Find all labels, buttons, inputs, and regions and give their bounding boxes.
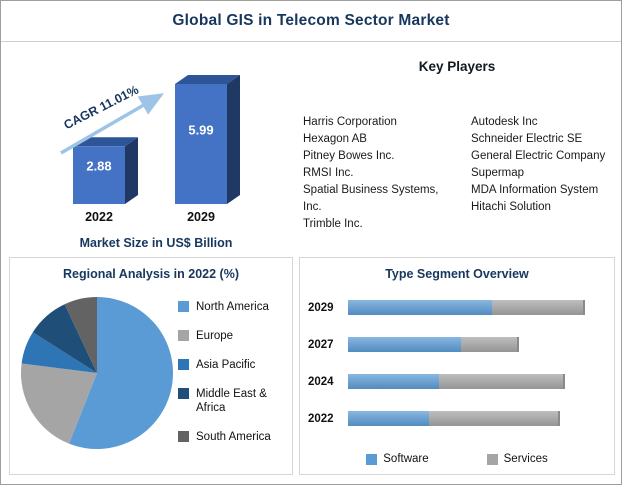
legend-item-middle-east-africa: Middle East & Africa: [178, 387, 290, 415]
segment-bar-2024: [348, 374, 600, 389]
key-player: Hexagon AB: [303, 133, 367, 145]
legend-label: Services: [503, 453, 548, 465]
bar-top-2029: [175, 75, 240, 84]
segment-services-2022: [428, 411, 560, 426]
bar-value-label-2029: 5.99: [188, 122, 213, 137]
legend-label: South America: [196, 431, 271, 443]
segment-services-2024: [438, 374, 565, 389]
regional-pie-legend: North America Europe Asia Pacific Middle Ea…: [178, 300, 290, 444]
legend-label: Software: [383, 453, 429, 465]
key-player: Schneider Electric SE: [471, 133, 583, 145]
bar-value-label-2022: 2.88: [86, 159, 111, 174]
bar-category-label-2022: 2022: [85, 210, 113, 224]
bar-top-2022: [73, 137, 138, 147]
key-player: Pitney Bowes Inc.: [303, 150, 395, 162]
legend-label: Europe: [196, 330, 234, 342]
growth-arrow: [60, 93, 165, 155]
key-player: General Electric Company: [471, 150, 606, 162]
regional-analysis-heading: Regional Analysis in 2022 (%): [63, 267, 239, 281]
bar-side-2029: [227, 75, 240, 204]
regional-pie-chart: [20, 297, 174, 449]
key-player: Trimble Inc.: [303, 218, 363, 230]
segment-software-2029: [348, 300, 492, 315]
key-player: Spatial Business Systems, Inc.: [303, 184, 439, 213]
segment-bar-2029: [348, 300, 600, 315]
segment-bar-2027: [348, 337, 600, 352]
legend-item-europe: Europe: [178, 329, 290, 343]
legend-marker-services: [486, 453, 498, 465]
key-player: Hitachi Solution: [471, 201, 551, 213]
legend-marker-south-america: [178, 431, 189, 442]
segment-year-label: 2022: [308, 412, 334, 425]
legend-item-north-america: North America: [178, 300, 290, 314]
legend-marker-europe: [178, 330, 189, 341]
market-size-caption: Market Size in US$ Billion: [79, 236, 233, 250]
segment-services-2029: [491, 300, 585, 315]
key-players-section: Key Players Harris Corporation Hexagon A…: [301, 59, 613, 233]
legend-item-software: Software: [366, 453, 429, 465]
pie-slice-europe: [20, 363, 97, 444]
segment-row-2022: 2022: [308, 400, 600, 437]
legend-item-south-america: South America: [178, 430, 290, 444]
legend-marker-asia-pacific: [178, 359, 189, 370]
pie-slice-north-america: [69, 297, 174, 449]
key-player: MDA Information System: [471, 184, 599, 196]
pie-slice-south-america: [64, 297, 97, 373]
pie-slice-middle-east-africa: [32, 304, 97, 373]
segment-services-2027: [461, 337, 520, 352]
type-segment-bars: 2029 2027 2024 2022: [300, 289, 614, 437]
segment-bar-2022: [348, 411, 600, 426]
legend-label: Middle East & Africa: [196, 388, 267, 414]
segment-software-2022: [348, 411, 429, 426]
segment-software-2027: [348, 337, 462, 352]
bar-side-2022: [125, 137, 138, 204]
legend-label: North America: [196, 301, 269, 313]
page-title: Global GIS in Telecom Sector Market: [172, 12, 450, 29]
segment-row-2027: 2027: [308, 326, 600, 363]
key-players-heading: Key Players: [418, 59, 496, 74]
key-player: RMSI Inc.: [303, 167, 354, 179]
legend-label: Asia Pacific: [196, 359, 256, 371]
bar-category-label-2029: 2029: [187, 210, 215, 224]
segment-year-label: 2029: [308, 301, 334, 314]
segment-row-2024: 2024: [308, 363, 600, 400]
key-player: Autodesk Inc: [471, 116, 538, 128]
legend-marker-middle-east-africa: [178, 388, 189, 399]
legend-item-asia-pacific: Asia Pacific: [178, 358, 290, 372]
title-bar: Global GIS in Telecom Sector Market: [1, 1, 621, 42]
legend-marker-north-america: [178, 301, 189, 312]
key-players-column-2: Autodesk Inc Schneider Electric SE Gener…: [471, 114, 613, 233]
key-player: Supermap: [471, 167, 525, 179]
regional-analysis-panel: Regional Analysis in 2022 (%) North Amer…: [9, 257, 293, 475]
segment-software-2024: [348, 374, 439, 389]
legend-marker-software: [366, 453, 378, 465]
type-segment-legend: Software Services: [300, 453, 614, 465]
pie-slice-asia-pacific: [21, 332, 98, 373]
market-size-bar-chart: 2.88 2022 5.99 2029 CAGR 11.01%: [60, 75, 240, 224]
key-player: Harris Corporation: [303, 116, 397, 128]
bar-front-2022: [73, 146, 125, 204]
type-segment-panel: Type Segment Overview 2029 2027 2024 2022 S…: [299, 257, 615, 475]
key-players-column-1: Harris Corporation Hexagon AB Pitney Bow…: [303, 114, 455, 233]
segment-year-label: 2027: [308, 338, 334, 351]
market-size-chart-section: 2.88 2022 5.99 2029 CAGR 11.01% Market Size …: [15, 69, 297, 250]
segment-year-label: 2024: [308, 375, 334, 388]
type-segment-heading: Type Segment Overview: [385, 267, 529, 281]
segment-row-2029: 2029: [308, 289, 600, 326]
cagr-annotation: CAGR 11.01%: [61, 83, 140, 133]
bar-front-2029: [175, 84, 227, 204]
key-players-columns: Harris Corporation Hexagon AB Pitney Bow…: [301, 114, 613, 233]
legend-item-services: Services: [486, 453, 548, 465]
